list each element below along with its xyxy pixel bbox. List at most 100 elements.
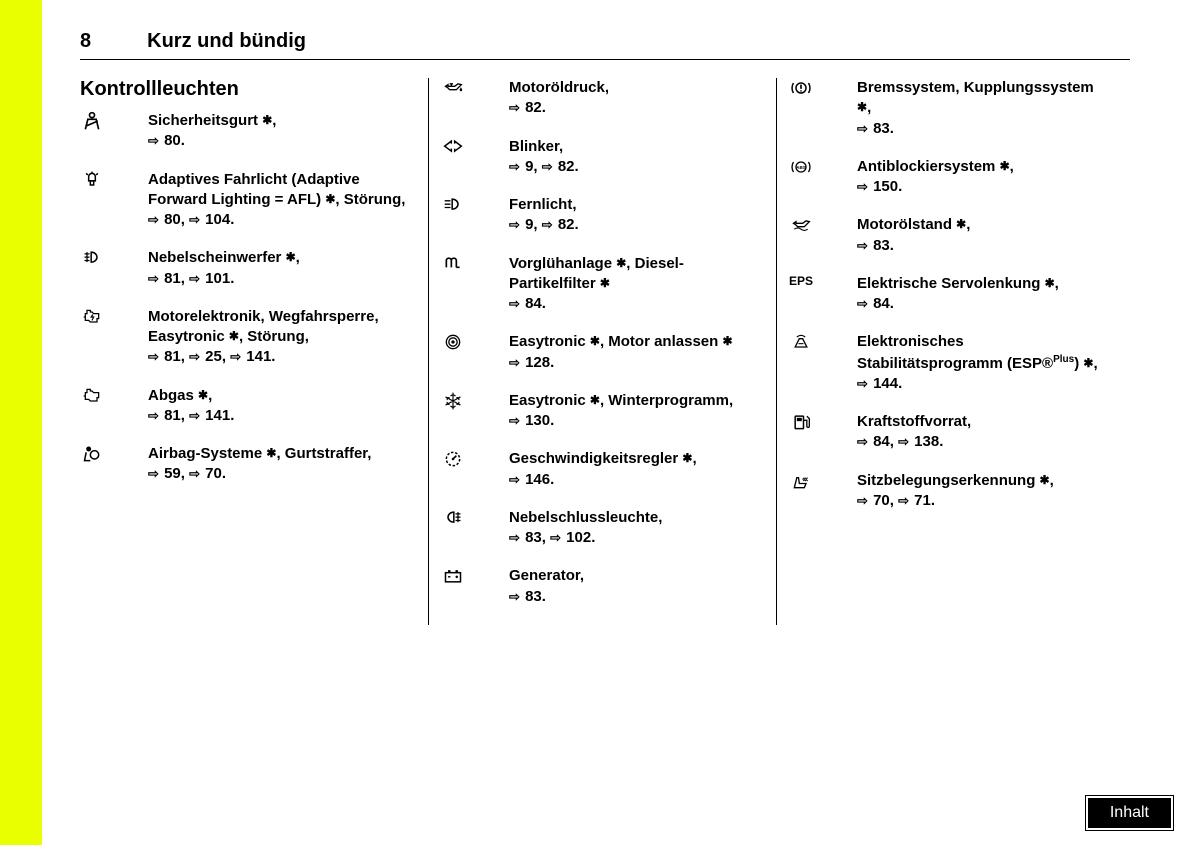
indicator-refs: ⇨ 83.: [857, 237, 894, 254]
indicator-entry: Motorelektronik, Wegfahrsperre, Easytron…: [80, 307, 416, 368]
indicator-refs: ⇨ 150.: [857, 178, 902, 195]
abs-icon: [789, 157, 813, 177]
indicator-icon-cell: [441, 508, 495, 549]
indicator-icon-cell: [80, 386, 134, 427]
battery-icon: [441, 566, 465, 586]
indicator-text: Antiblockiersystem ✱,⇨ 150.: [857, 157, 1112, 198]
preheat-icon: [441, 254, 465, 274]
fuel-icon: [789, 412, 813, 432]
indicator-icon-cell: [789, 78, 843, 139]
indicator-entry: Easytronic ✱, Winterprogramm,⇨ 130.: [441, 391, 764, 432]
indicator-text: Motorölstand ✱,⇨ 83.: [857, 215, 1112, 256]
indicator-entry: Sitzbelegungserkennung ✱,⇨ 70, ⇨ 71.: [789, 471, 1112, 512]
columns-container: Kontrollleuchten Sicherheitsgurt ✱,⇨ 80.…: [80, 78, 1130, 625]
indicator-entry: Fernlicht,⇨ 9, ⇨ 82.: [441, 195, 764, 236]
indicator-text: Motoröldruck,⇨ 82.: [509, 78, 764, 119]
indicator-text: Easytronic ✱, Winterprogramm,⇨ 130.: [509, 391, 764, 432]
indicator-entry: Blinker,⇨ 9, ⇨ 82.: [441, 137, 764, 178]
indicator-icon-cell: [441, 195, 495, 236]
indicator-text: Adaptives Fahrlicht (Adaptive Forward Li…: [148, 170, 416, 231]
indicator-refs: ⇨ 84, ⇨ 138.: [857, 433, 943, 450]
indicator-refs: ⇨ 80, ⇨ 104.: [148, 211, 234, 228]
blinker-icon: [441, 137, 465, 157]
indicator-entry: EPS Elektrische Servolenkung ✱,⇨ 84.: [789, 274, 1112, 315]
yellow-sidebar: [0, 0, 42, 845]
indicator-refs: ⇨ 81, ⇨ 141.: [148, 407, 234, 424]
indicator-entry: Sicherheitsgurt ✱,⇨ 80.: [80, 111, 416, 152]
indicator-text: Nebelscheinwerfer ✱,⇨ 81, ⇨ 101.: [148, 248, 416, 289]
indicator-refs: ⇨ 130.: [509, 412, 554, 429]
indicator-entry: Vorglühanlage ✱, Diesel-Partikelfilter ✱…: [441, 254, 764, 315]
indicator-refs: ⇨ 59, ⇨ 70.: [148, 465, 226, 482]
column-1: Kontrollleuchten Sicherheitsgurt ✱,⇨ 80.…: [80, 78, 428, 625]
indicator-text: Airbag-Systeme ✱, Gurtstraffer,⇨ 59, ⇨ 7…: [148, 444, 416, 485]
indicator-icon-cell: EPS: [789, 274, 843, 315]
indicator-entry: Geschwindigkeitsregler ✱,⇨ 146.: [441, 449, 764, 490]
foglight-rear-icon: [441, 508, 465, 528]
indicator-entry: Kraftstoffvorrat,⇨ 84, ⇨ 138.: [789, 412, 1112, 453]
indicator-text: Vorglühanlage ✱, Diesel-Partikelfilter ✱…: [509, 254, 764, 315]
indicator-refs: ⇨ 83.: [857, 120, 894, 137]
indicator-icon-cell: [80, 248, 134, 289]
foglight-front-icon: [80, 248, 104, 268]
indicator-text: Sitzbelegungserkennung ✱,⇨ 70, ⇨ 71.: [857, 471, 1112, 512]
indicator-text: Abgas ✱,⇨ 81, ⇨ 141.: [148, 386, 416, 427]
afl-icon: [80, 170, 104, 190]
indicator-refs: ⇨ 81, ⇨ 101.: [148, 270, 234, 287]
oilcan-icon: [441, 78, 465, 98]
seatbelt-icon: [80, 111, 104, 131]
indicator-refs: ⇨ 81, ⇨ 25, ⇨ 141.: [148, 348, 275, 365]
snowflake-icon: [441, 391, 465, 411]
indicator-icon-cell: [441, 566, 495, 607]
indicator-icon-cell: [789, 332, 843, 394]
chapter-title: Kurz und bündig: [147, 30, 306, 53]
indicator-refs: ⇨ 83, ⇨ 102.: [509, 529, 595, 546]
column-3: Bremssystem, Kupplungssystem ✱,⇨ 83. Anti…: [776, 78, 1124, 625]
indicator-text: Easytronic ✱, Motor anlassen ✱⇨ 128.: [509, 332, 764, 373]
indicator-icon-cell: [441, 332, 495, 373]
indicator-icon-cell: [441, 78, 495, 119]
contents-button[interactable]: Inhalt: [1086, 796, 1173, 830]
indicator-icon-cell: [80, 307, 134, 368]
indicator-entry: Nebelscheinwerfer ✱,⇨ 81, ⇨ 101.: [80, 248, 416, 289]
indicator-entry: Motorölstand ✱,⇨ 83.: [789, 215, 1112, 256]
indicator-icon-cell: [80, 111, 134, 152]
indicator-entry: Easytronic ✱, Motor anlassen ✱⇨ 128.: [441, 332, 764, 373]
indicator-entry: Bremssystem, Kupplungssystem ✱,⇨ 83.: [789, 78, 1112, 139]
highbeam-icon: [441, 195, 465, 215]
indicator-icon-cell: [441, 137, 495, 178]
esp-icon: [789, 332, 813, 352]
indicator-refs: ⇨ 128.: [509, 354, 554, 371]
indicator-refs: ⇨ 84.: [857, 295, 894, 312]
indicator-entry: Motoröldruck,⇨ 82.: [441, 78, 764, 119]
brake-icon: [789, 78, 813, 98]
indicator-refs: ⇨ 84.: [509, 295, 546, 312]
indicator-refs: ⇨ 146.: [509, 471, 554, 488]
indicator-icon-cell: [441, 449, 495, 490]
indicator-entry: Adaptives Fahrlicht (Adaptive Forward Li…: [80, 170, 416, 231]
engine-icon: [80, 386, 104, 406]
cruise-icon: [441, 449, 465, 469]
indicator-text: Generator,⇨ 83.: [509, 566, 764, 607]
engine-elec-icon: [80, 307, 104, 327]
indicator-icon-cell: [441, 254, 495, 315]
column-2: Motoröldruck,⇨ 82. Blinker,⇨ 9, ⇨ 82. Fern…: [428, 78, 776, 625]
indicator-refs: ⇨ 80.: [148, 132, 185, 149]
indicator-icon-cell: [80, 444, 134, 485]
airbag-icon: [80, 444, 104, 464]
indicator-refs: ⇨ 9, ⇨ 82.: [509, 158, 579, 175]
indicator-text: Motorelektronik, Wegfahrsperre, Easytron…: [148, 307, 416, 368]
indicator-text: Sicherheitsgurt ✱,⇨ 80.: [148, 111, 416, 152]
indicator-icon-cell: [441, 391, 495, 432]
indicator-text: Fernlicht,⇨ 9, ⇨ 82.: [509, 195, 764, 236]
page-number: 8: [80, 30, 91, 53]
indicator-text: Blinker,⇨ 9, ⇨ 82.: [509, 137, 764, 178]
indicator-text: Elektronisches Stabilitätsprogramm (ESP®…: [857, 332, 1112, 394]
indicator-refs: ⇨ 144.: [857, 375, 902, 392]
oillevel-icon: [789, 215, 813, 235]
indicator-text: Elektrische Servolenkung ✱,⇨ 84.: [857, 274, 1112, 315]
indicator-entry: Nebelschlussleuchte,⇨ 83, ⇨ 102.: [441, 508, 764, 549]
indicator-icon-cell: [789, 471, 843, 512]
indicator-text: Nebelschlussleuchte,⇨ 83, ⇨ 102.: [509, 508, 764, 549]
indicator-text: Bremssystem, Kupplungssystem ✱,⇨ 83.: [857, 78, 1112, 139]
